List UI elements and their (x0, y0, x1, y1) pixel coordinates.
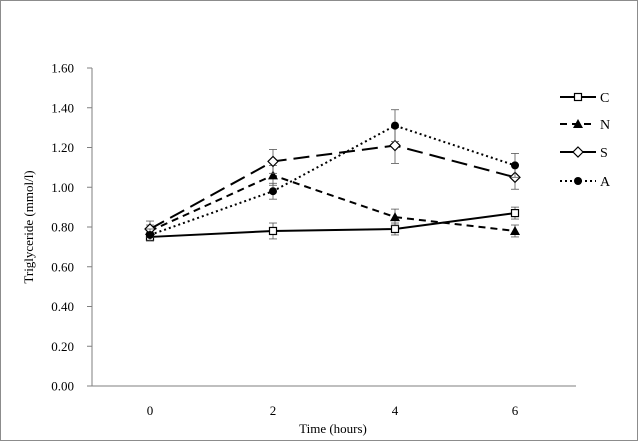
series-line-N (149, 174, 516, 232)
marker-filled-triangle (573, 119, 583, 128)
y-tick-label: 1.00 (51, 180, 74, 195)
x-tick-labels: 0 2 4 6 (147, 403, 519, 418)
series-line-A (149, 124, 516, 236)
marker-open-diamond (389, 139, 401, 152)
marker-filled-circle (511, 161, 519, 170)
x-axis-title: Time (hours) (299, 421, 367, 436)
marker-filled-triangle (510, 225, 520, 235)
marker-open-square (268, 226, 278, 236)
marker-open-square (390, 224, 400, 234)
legend-item: A (560, 175, 611, 190)
legend-label: S (600, 146, 608, 161)
y-tick-label: 0.20 (51, 339, 74, 354)
legend-label: C (600, 91, 609, 106)
marker-filled-circle (146, 230, 154, 239)
series-A (146, 109, 519, 242)
marker-filled-circle (269, 187, 277, 196)
x-tick-label: 6 (512, 403, 519, 418)
x-tick-label: 2 (270, 403, 277, 418)
legend-item: N (560, 118, 610, 133)
y-tick-labels: 0.00 0.20 0.40 0.60 0.80 1.00 1.20 1.40 1.60 (51, 61, 92, 394)
x-tick-label: 0 (147, 403, 154, 418)
y-tick-label: 0.00 (51, 379, 74, 394)
series-line-S (149, 144, 516, 230)
marker-open-diamond (267, 155, 279, 168)
marker-filled-circle (391, 121, 399, 130)
y-tick-label: 0.40 (51, 299, 74, 314)
marker-open-square (573, 92, 583, 102)
marker-open-square (510, 208, 520, 218)
legend-item: C (560, 91, 609, 106)
legend-item: S (560, 146, 608, 161)
y-tick-label: 1.20 (51, 140, 74, 155)
y-tick-label: 1.40 (51, 100, 74, 115)
y-tick-label: 0.80 (51, 220, 74, 235)
marker-filled-triangle (268, 170, 278, 180)
marker-filled-triangle (390, 212, 400, 222)
x-tick-label: 4 (392, 403, 399, 418)
marker-filled-circle (574, 177, 582, 185)
y-tick-label: 0.60 (51, 259, 74, 274)
axes (91, 68, 576, 387)
legend-label: A (600, 175, 611, 190)
series-line-C (149, 212, 516, 238)
legend-label: N (600, 118, 610, 133)
series-C (145, 206, 520, 242)
series-layer (144, 109, 521, 242)
y-tick-label: 1.60 (51, 61, 74, 76)
y-axis-title: Triglyceride (mmol/l) (21, 170, 36, 283)
marker-open-diamond (572, 146, 584, 158)
